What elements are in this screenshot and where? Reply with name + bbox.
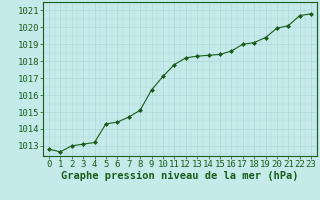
- X-axis label: Graphe pression niveau de la mer (hPa): Graphe pression niveau de la mer (hPa): [61, 171, 299, 181]
